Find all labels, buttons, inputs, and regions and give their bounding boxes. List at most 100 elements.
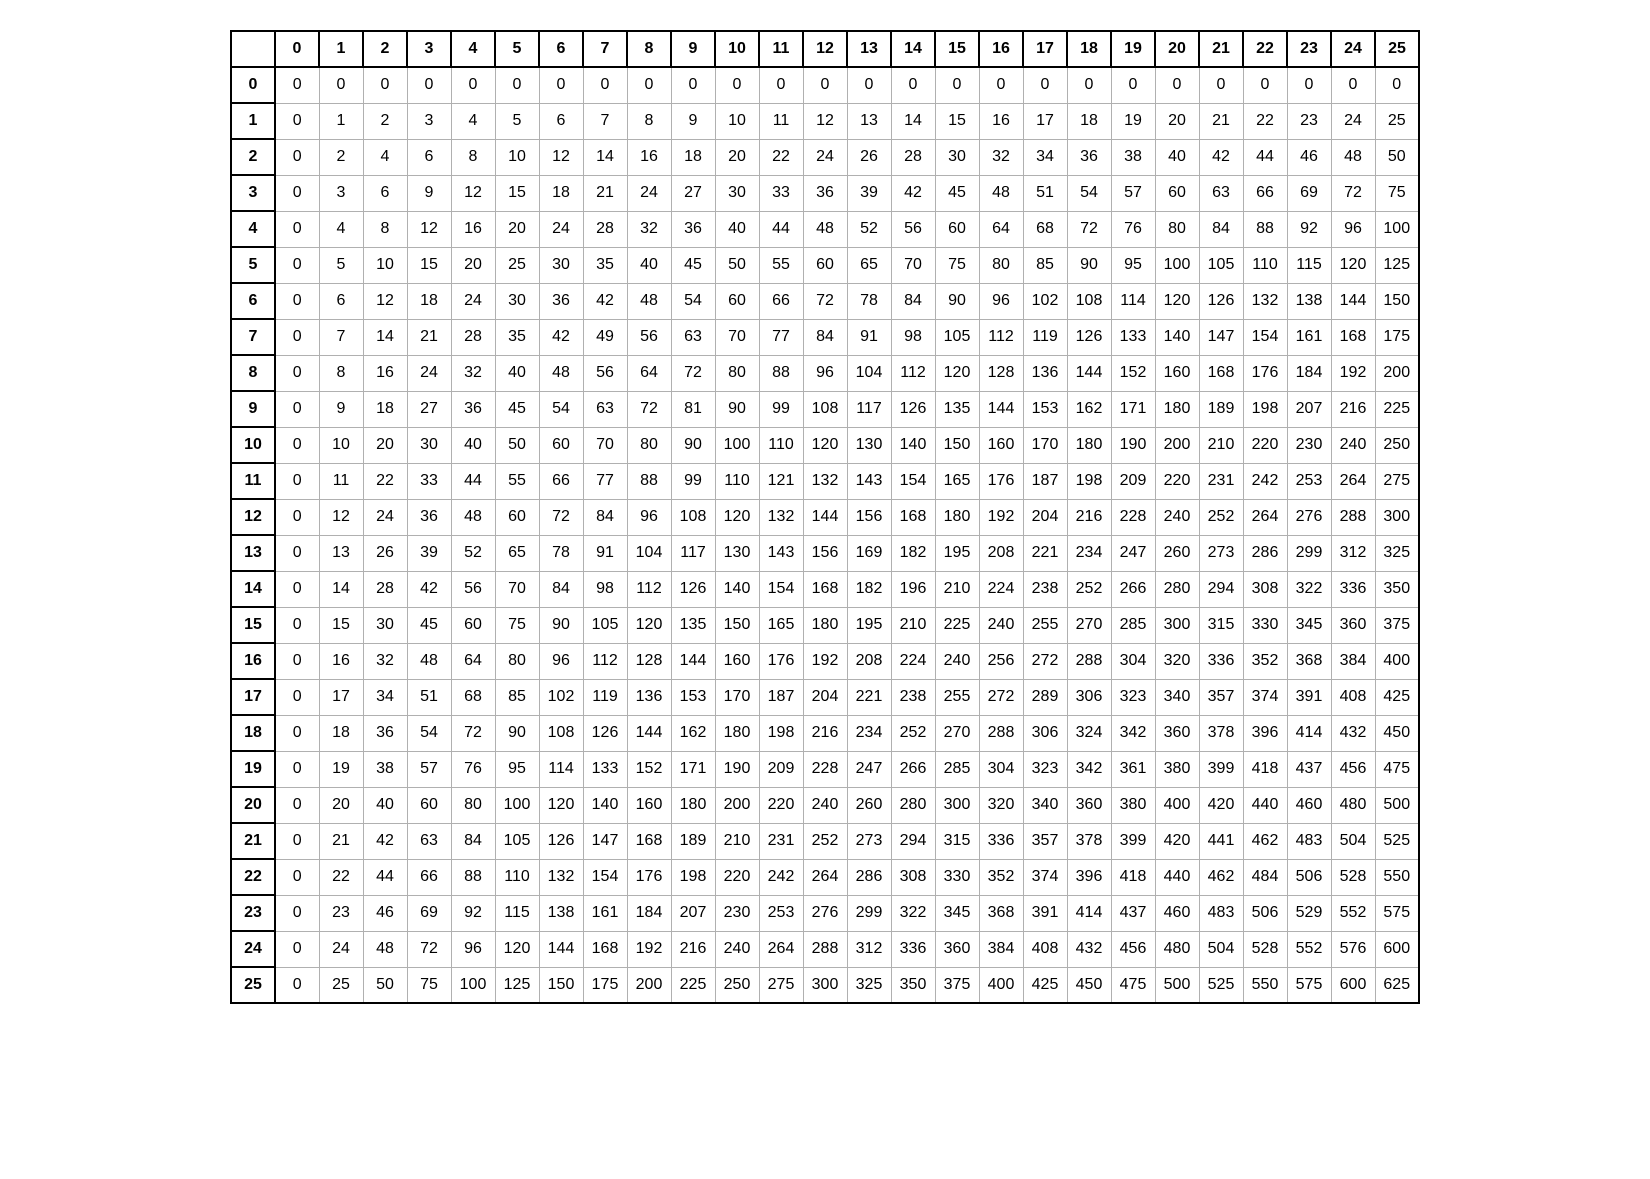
data-cell: 357 [1023,823,1067,859]
data-cell: 90 [539,607,583,643]
data-cell: 375 [1375,607,1419,643]
data-cell: 102 [539,679,583,715]
data-cell: 77 [759,319,803,355]
data-cell: 224 [891,643,935,679]
data-cell: 399 [1111,823,1155,859]
data-cell: 252 [891,715,935,751]
data-cell: 12 [363,283,407,319]
data-cell: 500 [1155,967,1199,1003]
data-cell: 21 [407,319,451,355]
data-cell: 7 [319,319,363,355]
data-cell: 18 [407,283,451,319]
col-header: 19 [1111,31,1155,67]
data-cell: 60 [539,427,583,463]
data-cell: 400 [1375,643,1419,679]
row-header: 22 [231,859,275,895]
data-cell: 91 [583,535,627,571]
data-cell: 342 [1111,715,1155,751]
data-cell: 189 [671,823,715,859]
data-cell: 230 [715,895,759,931]
data-cell: 0 [275,715,319,751]
data-cell: 39 [407,535,451,571]
data-cell: 160 [1155,355,1199,391]
data-cell: 65 [847,247,891,283]
data-cell: 23 [319,895,363,931]
data-cell: 100 [495,787,539,823]
data-cell: 136 [1023,355,1067,391]
data-cell: 5 [495,103,539,139]
data-cell: 418 [1111,859,1155,895]
data-cell: 21 [319,823,363,859]
data-cell: 90 [715,391,759,427]
data-cell: 90 [671,427,715,463]
data-cell: 280 [891,787,935,823]
data-cell: 9 [407,175,451,211]
data-cell: 187 [759,679,803,715]
data-cell: 2 [363,103,407,139]
row-header: 16 [231,643,275,679]
table-row: 9091827364554637281909910811712613514415… [231,391,1419,427]
data-cell: 323 [1023,751,1067,787]
data-cell: 117 [847,391,891,427]
col-header: 0 [275,31,319,67]
data-cell: 0 [275,319,319,355]
data-cell: 88 [759,355,803,391]
data-cell: 105 [935,319,979,355]
data-cell: 66 [1243,175,1287,211]
data-cell: 190 [715,751,759,787]
data-cell: 460 [1287,787,1331,823]
data-cell: 480 [1331,787,1375,823]
data-cell: 28 [363,571,407,607]
data-cell: 40 [451,427,495,463]
row-header: 13 [231,535,275,571]
table-row: 1101122334455667788991101211321431541651… [231,463,1419,499]
row-header: 3 [231,175,275,211]
data-cell: 66 [407,859,451,895]
data-cell: 360 [1067,787,1111,823]
data-cell: 24 [803,139,847,175]
data-cell: 75 [495,607,539,643]
data-cell: 76 [451,751,495,787]
data-cell: 132 [759,499,803,535]
data-cell: 238 [1023,571,1067,607]
data-cell: 209 [1111,463,1155,499]
data-cell: 55 [759,247,803,283]
data-cell: 4 [451,103,495,139]
data-cell: 51 [407,679,451,715]
table-row: 3036912151821242730333639424548515457606… [231,175,1419,211]
data-cell: 300 [935,787,979,823]
data-cell: 3 [407,103,451,139]
data-cell: 108 [539,715,583,751]
data-cell: 110 [1243,247,1287,283]
data-cell: 0 [275,391,319,427]
header-row: 0123456789101112131415161718192021222324… [231,31,1419,67]
data-cell: 260 [847,787,891,823]
data-cell: 4 [363,139,407,175]
data-cell: 40 [715,211,759,247]
data-cell: 192 [979,499,1023,535]
table-row: 1001020304050607080901001101201301401501… [231,427,1419,463]
data-cell: 30 [539,247,583,283]
data-cell: 198 [1243,391,1287,427]
data-cell: 144 [671,643,715,679]
data-cell: 84 [451,823,495,859]
row-header: 6 [231,283,275,319]
data-cell: 231 [759,823,803,859]
data-cell: 0 [583,67,627,103]
data-cell: 144 [979,391,1023,427]
data-cell: 147 [1199,319,1243,355]
data-cell: 60 [495,499,539,535]
data-cell: 506 [1287,859,1331,895]
data-cell: 252 [1199,499,1243,535]
data-cell: 119 [583,679,627,715]
data-cell: 0 [803,67,847,103]
data-cell: 24 [319,931,363,967]
col-header: 23 [1287,31,1331,67]
data-cell: 100 [715,427,759,463]
data-cell: 175 [583,967,627,1003]
col-header: 16 [979,31,1023,67]
table-row: 2302346699211513816118420723025327629932… [231,895,1419,931]
data-cell: 1 [319,103,363,139]
data-cell: 99 [671,463,715,499]
table-row: 7071421283542495663707784919810511211912… [231,319,1419,355]
